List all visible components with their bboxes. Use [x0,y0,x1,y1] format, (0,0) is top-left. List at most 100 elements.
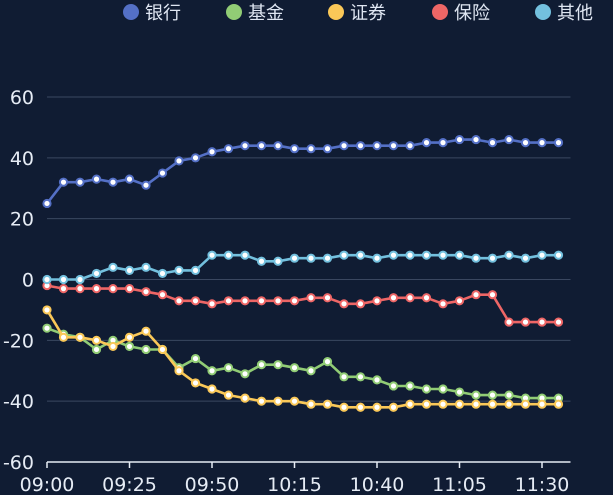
x-tick-label: 09:25 [102,474,157,495]
data-point [487,390,498,400]
data-point [58,177,69,187]
data-point [190,296,201,306]
data-point [157,268,168,279]
data-point [355,372,366,382]
data-point [273,141,283,151]
data-point [520,317,531,327]
data-point [388,381,399,391]
data-point [190,378,201,388]
legend-marker [432,4,448,20]
data-point [273,360,283,370]
data-point [421,293,432,303]
data-point [438,250,448,260]
legend-label: 证券 [350,3,386,24]
data-point [438,399,448,409]
data-point [372,141,382,151]
data-point [504,390,514,400]
data-point [322,293,333,303]
data-point [91,344,102,355]
legend-item-0: 银行 [123,3,181,24]
data-point [42,323,52,333]
data-point [388,402,399,412]
data-point [141,262,151,272]
data-point [223,390,234,400]
data-point [207,366,217,376]
data-point [487,399,498,409]
data-point [372,296,382,306]
data-point [42,305,52,315]
data-point [174,265,184,275]
y-tick-label: -20 [3,330,34,352]
data-point [223,296,234,306]
data-point [372,402,382,412]
data-point [256,256,267,266]
data-point [537,317,547,327]
data-point [42,198,52,209]
series-4 [42,250,564,285]
data-point [91,335,102,345]
data-point [405,399,415,409]
data-point [75,177,85,187]
data-point [207,250,217,260]
data-point [438,138,448,148]
data-point [504,399,514,409]
y-tick-label: 20 [10,209,34,231]
data-point [58,284,69,294]
data-point [388,293,399,303]
data-point [273,256,283,266]
data-point [124,265,135,275]
data-point [487,138,498,148]
legend-marker [535,4,551,20]
data-point [207,384,217,394]
data-point [141,326,151,336]
data-point [322,144,333,154]
legend-item-3: 保险 [432,3,490,24]
y-axis-ticks: -60 -40 -20 0 20 40 60 [3,87,34,474]
data-point [504,250,514,260]
data-point [190,153,201,163]
series-group [42,134,564,412]
series-2 [42,305,564,412]
data-point [322,357,333,367]
grid-lines [47,96,571,402]
data-point [256,141,267,151]
data-point [372,375,382,385]
series-line [47,253,559,281]
data-point [58,332,69,342]
data-point [157,290,168,300]
data-point [322,399,333,409]
data-point [520,399,531,409]
data-point [454,134,465,145]
series-3 [42,280,564,327]
data-point [289,396,300,406]
legend-item-4: 其他 [535,3,593,24]
data-point [108,341,118,352]
data-point [454,387,465,397]
data-point [75,284,85,294]
data-point [256,296,267,306]
data-point [141,287,151,297]
series-line [45,138,559,205]
data-point [388,250,399,260]
data-point [91,174,102,184]
y-tick-label: 0 [22,270,34,292]
data-point [174,296,184,306]
data-point [108,177,118,187]
data-point [174,366,184,376]
legend-item-1: 基金 [226,3,284,24]
data-point [240,250,250,260]
data-point [42,274,52,285]
data-point [306,366,316,376]
data-point [553,250,564,260]
data-point [240,393,250,403]
legend-label: 银行 [145,3,181,24]
data-point [273,396,283,406]
legend-label: 其他 [557,3,593,24]
data-point [405,293,415,303]
data-point [91,268,102,279]
data-point [355,402,366,412]
data-point [553,138,564,148]
data-point [421,138,432,148]
data-point [471,399,481,409]
data-point [504,134,514,145]
